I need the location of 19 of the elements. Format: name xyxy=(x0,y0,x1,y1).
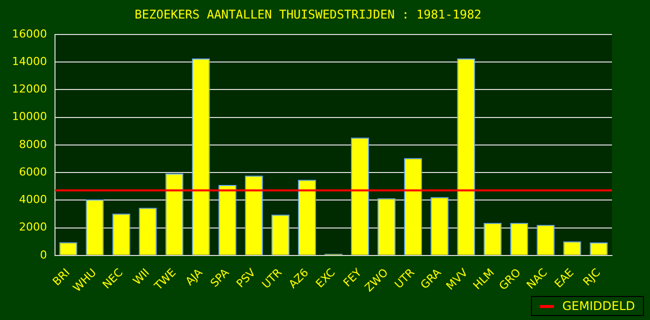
y-tick-label: 16000 xyxy=(12,27,47,40)
x-tick-label: RJC xyxy=(580,266,604,288)
y-tick-label: 12000 xyxy=(12,82,47,96)
y-tick-label: 14000 xyxy=(12,54,47,68)
x-tick-label: BRI xyxy=(50,266,72,288)
y-tick-label: 10000 xyxy=(12,110,47,124)
x-tick-label: WII xyxy=(130,266,152,288)
x-tick-label: UTR xyxy=(260,266,285,292)
x-tick-label: AJA xyxy=(183,266,206,288)
y-tick-label: 6000 xyxy=(18,165,47,178)
x-tick-label: SPA xyxy=(208,266,232,290)
x-tick-label: GRA xyxy=(418,266,444,292)
legend-label: GEMIDDELD xyxy=(562,299,635,313)
y-tick-label: 4000 xyxy=(18,193,47,206)
y-tick-label: 0 xyxy=(40,248,47,262)
y-tick-label: 8000 xyxy=(18,138,47,151)
x-tick-label: UTR xyxy=(392,266,418,292)
y-tick-label: 2000 xyxy=(18,220,47,234)
chart-title: BEZOEKERS AANTALLEN THUISWEDSTRIJDEN : 1981-1982 xyxy=(134,7,482,22)
